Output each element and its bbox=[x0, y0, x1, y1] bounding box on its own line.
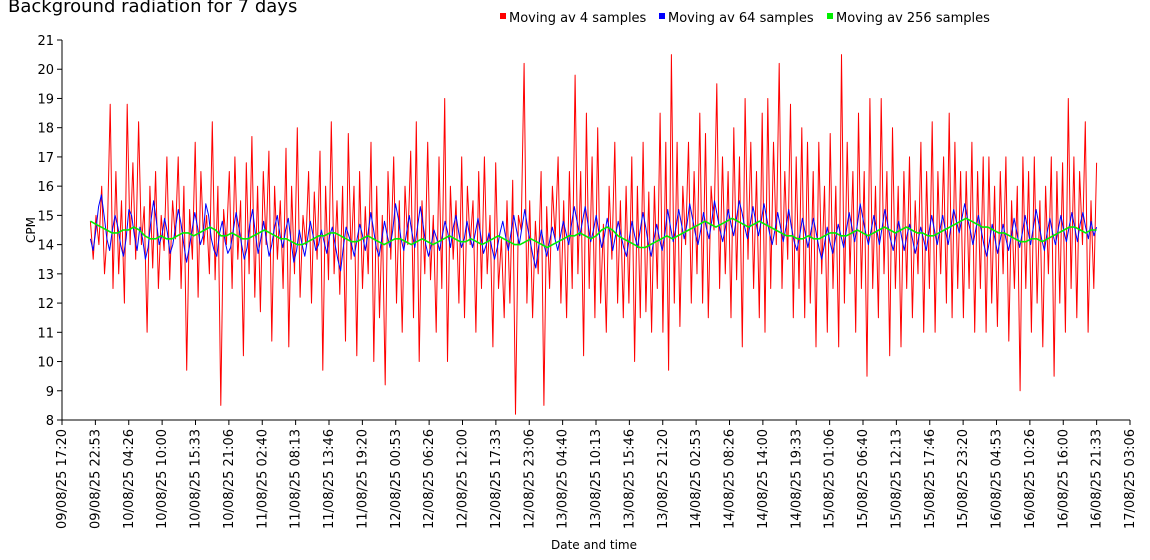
x-tick-label: 11/08/25 19:20 bbox=[355, 429, 370, 529]
x-tick-label: 10/08/25 15:33 bbox=[189, 429, 204, 529]
chart-title: Background radiation for 7 days bbox=[8, 0, 298, 17]
x-tick-label: 11/08/25 08:13 bbox=[289, 429, 304, 529]
legend-marker-2 bbox=[659, 13, 665, 19]
x-tick-label: 15/08/25 17:46 bbox=[923, 429, 938, 529]
series-line-2 bbox=[89, 194, 1098, 272]
x-tick-label: 13/08/25 21:20 bbox=[656, 429, 671, 529]
x-tick-label: 12/08/25 23:06 bbox=[522, 429, 537, 529]
legend-label-2: Moving av 64 samples bbox=[668, 11, 814, 26]
x-tick-label: 17/08/25 03:06 bbox=[1123, 429, 1138, 529]
x-tick-label: 13/08/25 10:13 bbox=[589, 429, 604, 529]
y-axis-label: CPM bbox=[24, 217, 38, 243]
x-tick-label: 09/08/25 17:20 bbox=[55, 429, 70, 529]
y-tick-label: 13 bbox=[37, 268, 54, 283]
x-tick-label: 11/08/25 13:46 bbox=[322, 429, 337, 529]
series-line-1 bbox=[89, 54, 1098, 415]
x-tick-label: 14/08/25 08:26 bbox=[723, 429, 738, 529]
x-tick-label: 16/08/25 04:53 bbox=[990, 429, 1005, 529]
legend-marker-1 bbox=[500, 13, 506, 19]
x-tick-label: 09/08/25 22:53 bbox=[88, 429, 103, 529]
y-tick-label: 11 bbox=[37, 326, 54, 341]
y-tick-label: 12 bbox=[37, 297, 54, 312]
x-tick-label: 15/08/25 12:13 bbox=[889, 429, 904, 529]
y-tick-label: 17 bbox=[37, 151, 54, 166]
y-tick-label: 21 bbox=[37, 34, 54, 49]
y-tick-label: 20 bbox=[37, 63, 54, 78]
x-tick-label: 12/08/25 06:26 bbox=[422, 429, 437, 529]
y-tick-label: 14 bbox=[37, 239, 54, 254]
x-tick-label: 15/08/25 01:06 bbox=[823, 429, 838, 529]
y-tick-label: 16 bbox=[37, 180, 54, 195]
y-tick-label: 10 bbox=[37, 356, 54, 371]
y-tick-label: 9 bbox=[46, 385, 54, 400]
x-tick-label: 14/08/25 02:53 bbox=[689, 429, 704, 529]
x-tick-label: 10/08/25 10:00 bbox=[155, 429, 170, 529]
x-tick-label: 15/08/25 23:20 bbox=[956, 429, 971, 529]
x-tick-label: 13/08/25 04:40 bbox=[556, 429, 571, 529]
x-tick-label: 15/08/25 06:40 bbox=[856, 429, 871, 529]
x-tick-label: 12/08/25 17:33 bbox=[489, 429, 504, 529]
legend-label-1: Moving av 4 samples bbox=[509, 11, 647, 26]
x-tick-label: 16/08/25 16:00 bbox=[1056, 429, 1071, 529]
y-tick-label: 18 bbox=[37, 122, 54, 137]
legend-marker-3 bbox=[827, 13, 833, 19]
y-tick-label: 19 bbox=[37, 92, 54, 107]
x-tick-label: 11/08/25 02:40 bbox=[255, 429, 270, 529]
x-tick-label: 10/08/25 21:06 bbox=[222, 429, 237, 529]
x-tick-label: 16/08/25 10:26 bbox=[1023, 429, 1038, 529]
x-tick-label: 14/08/25 14:00 bbox=[756, 429, 771, 529]
x-tick-label: 14/08/25 19:33 bbox=[789, 429, 804, 529]
x-tick-label: 12/08/25 00:53 bbox=[389, 429, 404, 529]
x-tick-label: 13/08/25 15:46 bbox=[622, 429, 637, 529]
legend-label-3: Moving av 256 samples bbox=[836, 11, 990, 26]
x-tick-label: 16/08/25 21:33 bbox=[1090, 429, 1105, 529]
x-tick-label: 10/08/25 04:26 bbox=[122, 429, 137, 529]
x-axis-label: Date and time bbox=[551, 538, 637, 552]
x-tick-label: 12/08/25 12:00 bbox=[456, 429, 471, 529]
y-tick-label: 8 bbox=[46, 414, 54, 429]
y-tick-label: 15 bbox=[37, 209, 54, 224]
series-line-3 bbox=[90, 217, 1097, 249]
